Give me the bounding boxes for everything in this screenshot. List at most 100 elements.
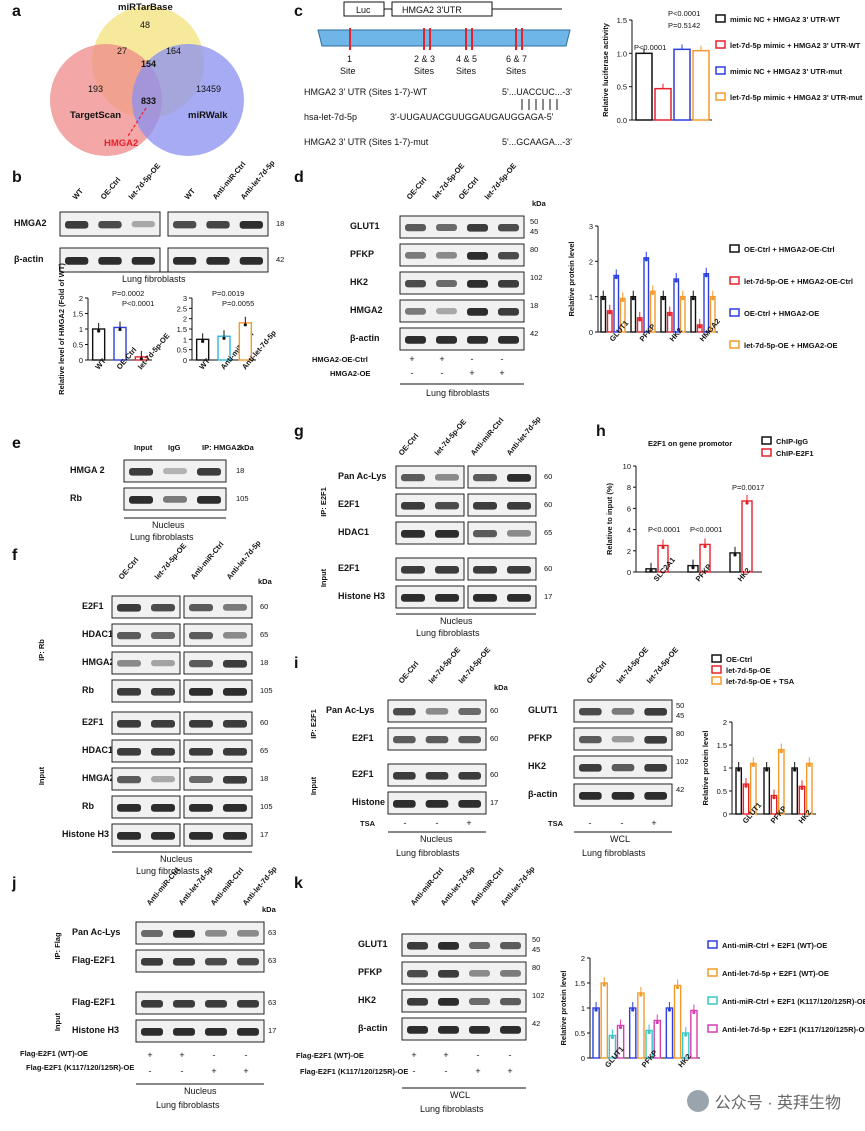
blot-strip [395,521,465,545]
blot-band [473,502,497,510]
legend-swatch [761,448,772,457]
kda-label: 17 [260,830,268,839]
blot-band [223,748,247,756]
row-label: β-actin [528,789,558,799]
kda-label: 42 [530,329,538,338]
lane-label: Anti-let-7d-5p [225,538,263,581]
blot-band [401,474,425,482]
caption: Nucleus [440,616,473,626]
blot-strip [183,651,253,675]
blot-band [611,736,635,743]
blot-strip [135,949,265,973]
blot-band [436,308,457,315]
blot-band [189,632,213,640]
chart-bar [613,274,620,333]
p-value: P<0.0001 [690,525,722,534]
chart-bar [690,295,697,333]
data-point [618,1025,623,1030]
legend-swatch [715,40,726,49]
data-point [97,329,101,333]
blot-band [500,942,521,950]
row-label: E2F1 [338,499,360,509]
y-axis-label: Relative protein level [567,241,576,316]
tsa-label: TSA [548,819,564,828]
tsa-label: TSA [360,819,376,828]
blot-band [425,772,449,780]
blot-strip [183,623,253,647]
blot-strip [399,299,525,323]
kda-label: 65 [260,746,268,755]
data-point [639,993,643,997]
kda-label: 17 [490,798,498,807]
blot-band [644,764,667,772]
ip-label: IP: Flag [53,932,62,960]
condition-label: Flag-E2F1 (WT)-OE [20,1049,88,1058]
panel-e-label: e [12,435,21,452]
kda-label: 50 [676,701,684,710]
y-tick-label: 1 [79,325,83,334]
blot-band [401,530,425,538]
blot-strip [135,921,265,945]
y-tick-label: 0.5 [717,787,727,796]
data-point [751,763,755,768]
data-point [668,312,672,317]
blot-band [644,792,667,800]
legend-label: let-7d-5p mimic + HMGA2 3' UTR-mut [730,93,863,102]
blot-band [401,502,425,510]
data-point [807,763,811,768]
condition-mark: + [443,1050,448,1060]
watermark-text: 公众号 · 英拜生物 [714,1095,841,1112]
row-label: HK2 [528,761,546,771]
chart-bar [791,767,799,815]
data-point [733,553,737,557]
blot-band [173,1000,195,1008]
row-label: Histone H3 [338,591,385,601]
caption: Lung fibroblasts [426,388,490,398]
blot-band [469,970,490,977]
legend-swatch [729,340,740,349]
chart-h: E2F1 on gene promotor 0 2 4 6 8 10 Relative to … [605,436,814,583]
kda-label: 65 [260,630,268,639]
venn-count: 154 [141,59,156,69]
input-label: Input [319,568,328,587]
blot-band [131,221,155,228]
condition-mark: + [211,1066,216,1076]
kda-title: kDa [262,905,277,914]
blot-band [65,257,89,265]
data-point [681,297,685,301]
watermark: 公众号 · 英拜生物 [686,1089,841,1113]
y-tick-label: 1 [183,335,187,344]
blot-band [189,776,213,783]
row-label: β-actin [358,1023,388,1033]
caption: Lung fibroblasts [122,274,186,284]
blot-band [237,958,259,966]
blot-band [223,720,247,728]
blot-band [435,566,459,574]
condition-mark: + [179,1050,184,1060]
condition-label: Flag-E2F1 (K117/120/125R)-OE [300,1067,408,1076]
blot-strip [111,739,181,763]
chart-bar [673,48,691,121]
blot-band [141,1028,163,1036]
row-label: HMGA 2 [70,465,105,475]
data-point [684,1033,688,1037]
legend-swatch [711,665,722,674]
blot-strip [111,595,181,619]
blot-band [151,720,175,728]
blot-band [469,998,490,1005]
input-label: Input [53,1012,62,1031]
legend-swatch [761,436,772,445]
kda-label: 80 [530,245,538,254]
chart-axes: 0 0.5 1 1.5 2 Relative protein level [559,954,700,1063]
venn-label-mirtarbase: miRTarBase [118,2,173,13]
row-label: Flag-E2F1 [72,997,115,1007]
blot-band [407,998,428,1006]
site-markers [349,28,523,50]
data-point [608,311,612,315]
kda-label: 17 [544,592,552,601]
panel-a-label: a [12,3,21,20]
y-tick-label: 6 [627,504,631,513]
lane-label: OE-Ctrl [457,175,481,201]
lane-label: OE-Ctrl [117,555,141,581]
